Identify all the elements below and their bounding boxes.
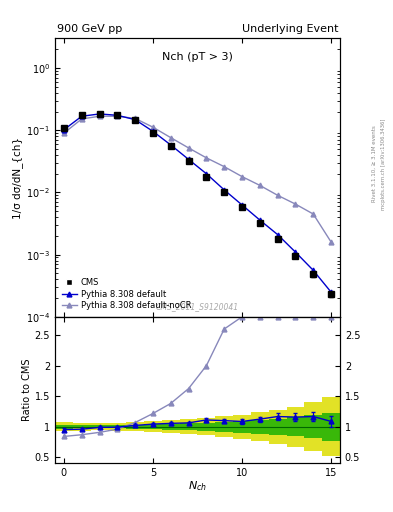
Text: 900 GeV pp: 900 GeV pp: [57, 24, 122, 34]
Text: Underlying Event: Underlying Event: [242, 24, 339, 34]
Y-axis label: 1/σ dσ/dN_{ch}: 1/σ dσ/dN_{ch}: [12, 137, 23, 219]
Text: Rivet 3.1.10, ≥ 3.1M events: Rivet 3.1.10, ≥ 3.1M events: [372, 125, 377, 202]
Y-axis label: Ratio to CMS: Ratio to CMS: [22, 359, 32, 421]
Legend: CMS, Pythia 8.308 default, Pythia 8.308 default-noCR: CMS, Pythia 8.308 default, Pythia 8.308 …: [59, 275, 194, 313]
X-axis label: $N_{ch}$: $N_{ch}$: [188, 480, 207, 494]
Text: Nch (pT > 3): Nch (pT > 3): [162, 52, 233, 62]
Text: mcplots.cern.ch [arXiv:1306.3436]: mcplots.cern.ch [arXiv:1306.3436]: [381, 118, 386, 209]
Text: CMS_2011_S9120041: CMS_2011_S9120041: [156, 302, 239, 311]
